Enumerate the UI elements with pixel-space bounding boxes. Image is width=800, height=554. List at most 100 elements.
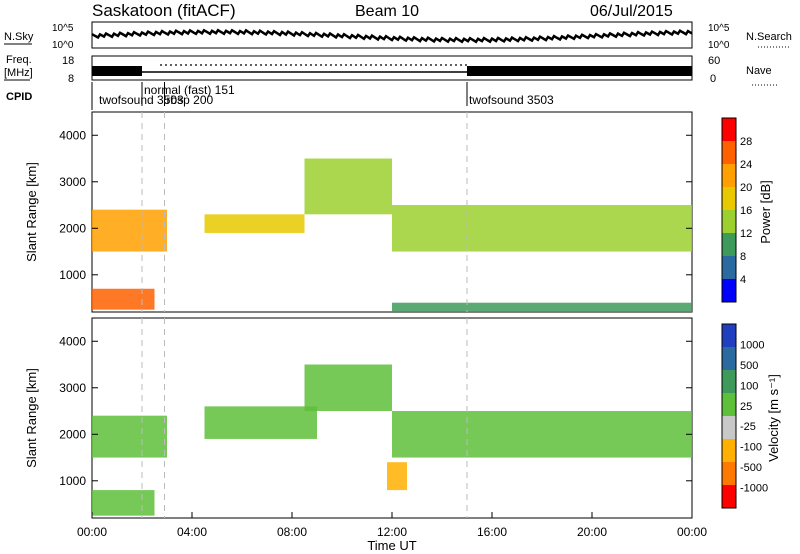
cpid-entry-1: normal (fast) 151 [144, 83, 235, 97]
freq-trace-right [467, 66, 692, 76]
power-colorbar-label: Power [dB] [758, 180, 773, 244]
nsky-tick-top: 10^5 [52, 23, 74, 34]
power-ytick-label-1: 3000 [59, 175, 86, 189]
velocity-colorbar-tick-1: 500 [740, 360, 758, 372]
nave-tick-bottom: 0 [710, 73, 716, 85]
power-colorbar-swatch-2 [722, 164, 736, 188]
power-ylabel: Slant Range [km] [24, 162, 39, 262]
nsky-panel: N.Sky 10^5 10^0 10^5 10^0 N.Search [4, 21, 792, 51]
x-axis: 00:00 04:00 08:00 12:00 16:00 20:00 00:00 [77, 512, 707, 539]
power-ytick-label-3: 1000 [59, 268, 86, 282]
power-panel: 4000 3000 2000 1000 Slant Range [km] 28 24 20… [24, 111, 773, 313]
velocity-colorbar-swatch-4 [722, 416, 736, 440]
power-colorbar-frame [721, 117, 737, 303]
velocity-colorbar-tick-6: -500 [740, 462, 762, 474]
cpid-entry-3: twofsound 3503 [469, 93, 554, 107]
power-colorbar-tick-2: 20 [740, 182, 752, 194]
velocity-ytick-label-1: 3000 [59, 381, 86, 395]
x-tick-label-1: 04:00 [177, 525, 207, 539]
velocity-ytick-label-2: 2000 [59, 427, 86, 441]
power-colorbar-swatch-3 [722, 187, 736, 211]
power-colorbar-swatch-0 [722, 118, 736, 142]
velocity-colorbar: 1000 500 100 25 -25 -100 -500 -1000 [721, 323, 768, 509]
velocity-colorbar-tick-5: -100 [740, 442, 762, 454]
power-colorbar-tick-1: 24 [740, 159, 752, 171]
cpid-label: CPID [6, 91, 32, 103]
nsearch-tick-top: 10^5 [708, 23, 730, 34]
power-colorbar-swatch-1 [722, 141, 736, 165]
power-band-4 [392, 205, 692, 252]
velocity-band-3 [304, 364, 392, 412]
power-colorbar-swatch-6 [722, 256, 736, 280]
velocity-band-4 [387, 462, 407, 491]
x-tick-label-4: 16:00 [477, 525, 507, 539]
x-tick-label-2: 08:00 [277, 525, 307, 539]
power-ticks: 4000 3000 2000 1000 [59, 128, 692, 282]
power-colorbar-swatch-7 [722, 279, 736, 303]
velocity-colorbar-tick-0: 1000 [740, 339, 764, 351]
x-tick-label-5: 20:00 [577, 525, 607, 539]
power-colorbar-tick-4: 12 [740, 228, 752, 240]
power-colorbar-swatch-4 [722, 210, 736, 234]
power-colorbar-tick-5: 8 [740, 251, 746, 263]
power-band-2 [204, 214, 305, 233]
velocity-band-1 [92, 490, 155, 516]
velocity-colorbar-tick-4: -25 [740, 421, 756, 433]
power-band-0 [92, 209, 167, 252]
freq-tick-top: 18 [62, 55, 74, 67]
power-colorbar-tick-3: 16 [740, 205, 752, 217]
power-band-5 [392, 302, 692, 312]
velocity-ytick-label-3: 1000 [59, 474, 86, 488]
velocity-band-5 [392, 411, 692, 458]
nave-tick-top: 60 [708, 55, 720, 67]
velocity-colorbar-tick-2: 100 [740, 380, 758, 392]
velocity-bands [92, 318, 692, 518]
date-label: 06/Jul/2015 [590, 3, 673, 20]
power-bands [92, 112, 692, 312]
cpid-entry-0: twofsound 3503 [99, 93, 184, 107]
power-band-3 [304, 158, 392, 215]
freq-tick-bottom: 8 [68, 73, 74, 85]
freq-panel: Freq. [MHz] 18 8 60 0 Nave [4, 54, 778, 86]
velocity-colorbar-swatch-6 [722, 462, 736, 486]
nsky-label: N.Sky [4, 31, 34, 43]
power-band-1 [92, 288, 155, 310]
beam-label: Beam 10 [355, 3, 419, 20]
velocity-ytick-label-0: 4000 [59, 334, 86, 348]
power-colorbar-tick-6: 4 [740, 274, 746, 286]
cpid-entry-2: rbsp 200 [167, 93, 214, 107]
nsearch-tick-bottom: 10^0 [708, 40, 730, 51]
power-colorbar: 28 24 20 16 12 8 4 [721, 117, 752, 303]
velocity-colorbar-swatch-2 [722, 370, 736, 394]
nave-label: Nave [746, 65, 772, 77]
velocity-band-2 [204, 406, 317, 439]
power-ytick-label-2: 2000 [59, 221, 86, 235]
x-tick-label-3: 12:00 [377, 525, 407, 539]
nsearch-label: N.Search [746, 31, 792, 43]
velocity-ylabel: Slant Range [km] [24, 368, 39, 468]
velocity-colorbar-tick-7: -1000 [740, 483, 768, 495]
site-title: Saskatoon (fitACF) [92, 1, 236, 20]
freq-label-line2: [MHz] [4, 67, 33, 79]
velocity-colorbar-frame [721, 323, 737, 509]
freq-label-line1: Freq. [6, 54, 32, 66]
nsky-tick-bottom: 10^0 [52, 40, 74, 51]
x-axis-label: Time UT [367, 538, 416, 553]
velocity-colorbar-tick-3: 25 [740, 401, 752, 413]
x-tick-label-6: 00:00 [677, 525, 707, 539]
velocity-colorbar-swatch-0 [722, 324, 736, 348]
velocity-ticks: 4000 3000 2000 1000 [59, 334, 692, 488]
power-ytick-label-0: 4000 [59, 128, 86, 142]
velocity-colorbar-swatch-5 [722, 439, 736, 463]
power-colorbar-swatch-5 [722, 233, 736, 257]
nsky-trace [91, 28, 693, 44]
freq-trace-left [92, 66, 142, 76]
velocity-colorbar-swatch-1 [722, 347, 736, 371]
power-colorbar-tick-0: 28 [740, 136, 752, 148]
velocity-colorbar-swatch-3 [722, 393, 736, 417]
velocity-colorbar-label: Velocity [m s⁻¹] [766, 374, 781, 462]
velocity-colorbar-swatch-7 [722, 485, 736, 509]
velocity-band-0 [92, 415, 167, 458]
